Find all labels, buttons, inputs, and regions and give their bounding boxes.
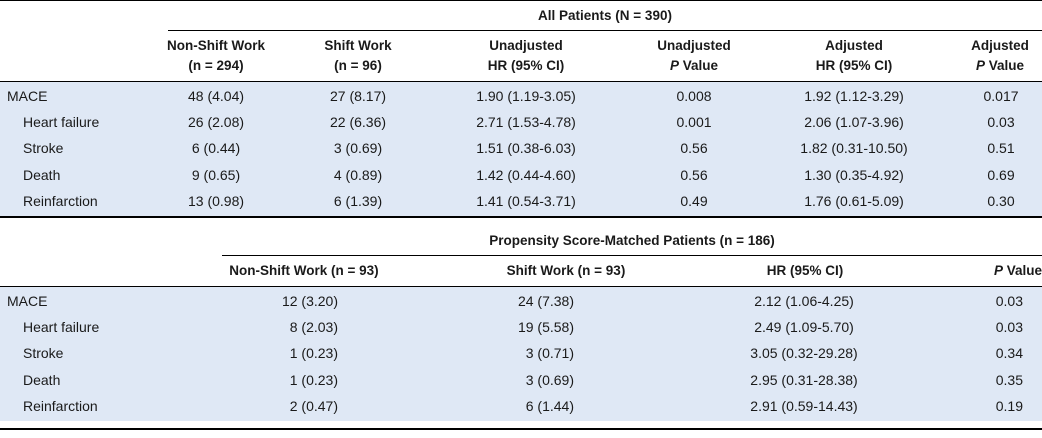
cell-adj-p: 0.69 [987, 166, 1015, 183]
col2-header-p: P Value [993, 263, 1042, 278]
cell-shift: 3 (0.71) [525, 345, 574, 362]
row-label: Reinfarction [23, 192, 98, 209]
col-header-adj-hr: Adjusted HR (95% CI) [815, 38, 893, 73]
row-label: Stroke [23, 140, 64, 157]
row-label: Heart failure [23, 114, 100, 131]
cell-unadj-p: 0.56 [680, 166, 708, 183]
col-header-unadj-p: Unadjusted P Value [657, 38, 731, 73]
cell-unadj-p: 0.001 [676, 114, 712, 131]
cell-hr: 3.05 (0.32-29.28) [750, 345, 858, 362]
table-bottom-rule [0, 216, 1042, 218]
cell-unadj-hr: 1.41 (0.54-3.71) [476, 192, 576, 209]
group-header-rule [168, 30, 1042, 31]
table-body-band [0, 82, 1042, 216]
cell-p: 0.34 [995, 345, 1023, 362]
col-header-adj-p: Adjusted P Value [971, 38, 1029, 73]
cell-unadj-p: 0.008 [676, 88, 712, 104]
cell-adj-p: 0.03 [987, 114, 1015, 131]
cell-unadj-p: 0.49 [680, 192, 708, 209]
cell-adj-hr: 1.82 (0.31-10.50) [800, 140, 908, 157]
cell-adj-p: 0.30 [987, 192, 1015, 209]
row-label: Stroke [23, 345, 64, 362]
group-header-all-patients: All Patients (N = 390) [538, 8, 672, 23]
col2-header-non-shift: Non-Shift Work (n = 93) [229, 263, 379, 278]
group-header-rule-2 [222, 255, 1042, 256]
row-label: MACE [7, 88, 48, 104]
cell-adj-p: 0.51 [987, 140, 1015, 157]
cell-hr: 2.95 (0.31-28.38) [750, 371, 858, 388]
cell-non-shift: 2 (0.47) [289, 397, 338, 414]
cell-non-shift: 48 (4.04) [187, 88, 245, 104]
header-rule [0, 81, 1042, 82]
cell-non-shift: 6 (0.44) [191, 140, 241, 157]
cell-unadj-hr: 1.90 (1.19-3.05) [476, 88, 576, 104]
col2-header-shift: Shift Work (n = 93) [506, 263, 626, 278]
cell-unadj-hr: 1.51 (0.38-6.03) [476, 140, 576, 157]
cell-shift: 6 (1.39) [333, 192, 383, 209]
row-label: Reinfarction [23, 397, 98, 414]
cell-p: 0.03 [995, 319, 1023, 336]
row-label: Death [23, 166, 61, 183]
row-label: MACE [7, 293, 48, 309]
cell-adj-hr: 1.30 (0.35-4.92) [804, 166, 904, 183]
cell-shift: 24 (7.38) [517, 293, 574, 309]
table-bottom-rule-2 [0, 428, 1042, 430]
cell-non-shift: 26 (2.08) [187, 114, 245, 131]
cell-p: 0.35 [995, 371, 1023, 388]
cell-shift: 3 (0.69) [333, 140, 383, 157]
cell-p: 0.19 [995, 397, 1023, 414]
cell-non-shift: 13 (0.98) [187, 192, 245, 209]
cell-shift: 6 (1.44) [525, 397, 574, 414]
cell-adj-hr: 1.76 (0.61-5.09) [804, 192, 904, 209]
cell-non-shift: 9 (0.65) [191, 166, 241, 183]
cell-shift: 22 (6.36) [329, 114, 387, 131]
cell-shift: 4 (0.89) [333, 166, 383, 183]
cell-non-shift: 1 (0.23) [289, 371, 338, 388]
col-header-unadj-hr: Unadjusted HR (95% CI) [487, 38, 565, 73]
cell-non-shift: 1 (0.23) [289, 345, 338, 362]
row-label: Death [23, 371, 61, 388]
cell-p: 0.03 [995, 293, 1023, 309]
cell-hr: 2.49 (1.09-5.70) [754, 319, 854, 336]
cell-adj-hr: 1.92 (1.12-3.29) [804, 88, 904, 104]
cell-non-shift: 8 (2.03) [289, 319, 338, 336]
cell-adj-hr: 2.06 (1.07-3.96) [804, 114, 904, 131]
cell-non-shift: 12 (3.20) [281, 293, 338, 309]
cell-shift: 19 (5.58) [517, 319, 574, 336]
cell-unadj-hr: 2.71 (1.53-4.78) [476, 114, 576, 131]
cell-shift: 3 (0.69) [525, 371, 574, 388]
group-header-matched: Propensity Score-Matched Patients (n = 1… [489, 233, 775, 248]
table-body-band-2 [0, 287, 1042, 421]
header-rule-2 [0, 286, 1042, 287]
col-header-non-shift: Non-Shift Work (n = 294) [167, 38, 265, 73]
row-label: Heart failure [23, 319, 100, 336]
cell-shift: 27 (8.17) [329, 88, 387, 104]
cell-adj-p: 0.017 [983, 88, 1019, 104]
cell-unadj-p: 0.56 [680, 140, 708, 157]
top-rule [0, 0, 1042, 1]
col2-header-hr: HR (95% CI) [766, 263, 844, 278]
col-header-shift: Shift Work (n = 96) [324, 38, 392, 73]
cell-hr: 2.91 (0.59-14.43) [750, 397, 858, 414]
cell-unadj-hr: 1.42 (0.44-4.60) [476, 166, 576, 183]
cell-hr: 2.12 (1.06-4.25) [754, 293, 854, 309]
